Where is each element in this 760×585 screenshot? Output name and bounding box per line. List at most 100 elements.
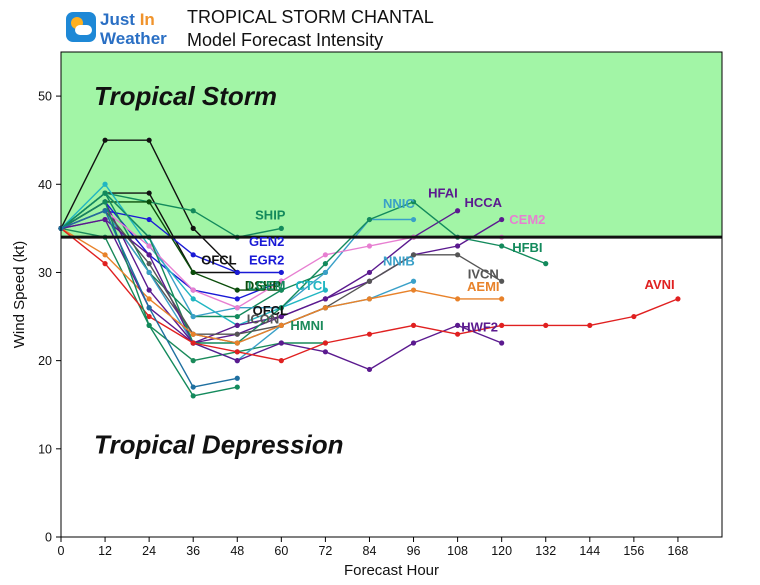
data-point [455, 243, 461, 249]
data-point [146, 252, 152, 258]
data-point [102, 190, 108, 196]
data-point [455, 208, 461, 214]
data-point [146, 296, 152, 302]
data-point [234, 358, 240, 364]
series-label: AEMI [467, 279, 500, 294]
x-tick-label: 24 [142, 544, 156, 558]
data-point [366, 296, 373, 302]
data-point [322, 287, 328, 293]
data-point [543, 322, 549, 328]
data-point [146, 261, 152, 267]
data-point [278, 340, 284, 346]
y-tick-label: 10 [38, 442, 52, 456]
y-axis-label: Wind Speed (kt) [11, 241, 28, 349]
data-point [278, 313, 284, 320]
series-label: OFCL [253, 303, 288, 318]
series-avni-19 [58, 225, 681, 364]
series-label: CEM2 [509, 212, 545, 227]
data-point [190, 208, 196, 214]
weather-sun-cloud-icon [66, 12, 96, 42]
data-point [190, 296, 196, 302]
chart-header: Just In Weather TROPICAL STORM CHANTAL M… [0, 0, 760, 52]
data-point [190, 340, 196, 346]
data-point [366, 269, 373, 276]
data-point [410, 340, 417, 346]
logo-text-line1: Just In [100, 10, 155, 29]
tropical-depression-label: Tropical Depression [94, 429, 343, 459]
data-point [234, 322, 240, 328]
series-label: NNIC [383, 196, 415, 211]
data-point [410, 322, 417, 328]
data-point [234, 340, 240, 346]
data-point [322, 340, 328, 346]
data-point [146, 190, 152, 196]
data-point [499, 216, 505, 223]
series-label: HFAI [428, 186, 458, 201]
series-label: HFBI [512, 240, 542, 255]
x-tick-label: 0 [58, 544, 65, 558]
data-point [410, 199, 417, 205]
data-point [278, 269, 284, 276]
data-point [366, 278, 373, 284]
data-point [146, 305, 152, 311]
x-tick-label: 72 [318, 544, 332, 558]
series-label: LGEM [248, 278, 286, 293]
data-point [410, 287, 417, 293]
data-point [234, 296, 240, 302]
data-point [410, 278, 417, 284]
data-point [278, 287, 284, 293]
data-point [234, 331, 240, 337]
data-point [322, 305, 328, 311]
y-tick-label: 30 [38, 266, 52, 280]
y-tick-label: 40 [38, 178, 52, 192]
data-point [499, 296, 505, 302]
data-point [631, 313, 637, 320]
data-point [190, 269, 196, 276]
data-point [234, 349, 240, 355]
y-tick-label: 0 [45, 531, 52, 545]
data-point [102, 208, 108, 214]
data-point [499, 340, 505, 346]
data-point [322, 349, 328, 355]
data-point [102, 199, 108, 205]
x-tick-label: 84 [363, 544, 377, 558]
series-label: HMNI [290, 318, 323, 333]
series-label: GEN2 [249, 234, 284, 249]
series-label: EGR2 [249, 253, 284, 268]
data-point [322, 296, 328, 302]
data-point [410, 216, 417, 223]
x-tick-label: 108 [447, 544, 468, 558]
data-point [322, 261, 328, 267]
tropical-storm-label: Tropical Storm [94, 81, 277, 111]
series-label: HWF2 [461, 320, 498, 335]
x-tick-label: 156 [623, 544, 644, 558]
data-point [366, 216, 373, 223]
data-point [146, 322, 152, 328]
data-point [499, 278, 505, 284]
chart-subtitle: Model Forecast Intensity [187, 30, 384, 50]
data-point [190, 287, 196, 293]
data-point [146, 269, 152, 276]
data-point [499, 243, 505, 249]
series-label: ICON [247, 312, 280, 327]
data-point [410, 252, 417, 258]
data-point [190, 393, 196, 399]
data-point [322, 269, 328, 276]
data-point [366, 366, 373, 373]
data-point [455, 331, 461, 337]
x-tick-label: 36 [186, 544, 200, 558]
series-label: DSHP [245, 278, 281, 293]
data-point [146, 287, 152, 293]
data-point [587, 322, 593, 328]
logo: Just In Weather [66, 8, 178, 50]
data-point [366, 243, 373, 249]
data-point [146, 137, 152, 143]
data-point [278, 322, 284, 328]
data-point [278, 358, 284, 364]
x-tick-label: 60 [274, 544, 288, 558]
series-label: SHIP [255, 208, 286, 223]
x-tick-label: 12 [98, 544, 112, 558]
y-tick-label: 20 [38, 354, 52, 368]
